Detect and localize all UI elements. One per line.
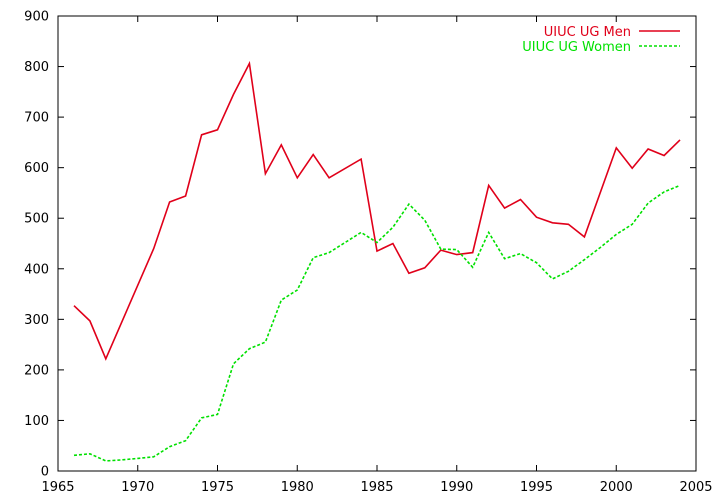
y-tick-label: 400 — [24, 262, 49, 277]
x-tick-label: 1965 — [41, 480, 74, 495]
y-tick-label: 100 — [24, 414, 49, 429]
x-tick-label: 1995 — [520, 480, 553, 495]
x-tick-label: 1970 — [121, 480, 154, 495]
legend-label: UIUC UG Men — [544, 25, 631, 40]
y-tick-label: 200 — [24, 363, 49, 378]
y-tick-label: 900 — [24, 10, 49, 25]
x-tick-label: 2005 — [679, 480, 712, 495]
y-tick-label: 600 — [24, 161, 49, 176]
y-tick-label: 300 — [24, 313, 49, 328]
x-tick-label: 1990 — [440, 480, 473, 495]
y-tick-label: 500 — [24, 212, 49, 227]
y-tick-label: 800 — [24, 60, 49, 75]
x-tick-label: 1980 — [281, 480, 314, 495]
series-line-men — [73, 60, 681, 361]
plot-frame — [57, 15, 697, 472]
x-tick-label: 2000 — [600, 480, 633, 495]
x-tick-label: 1985 — [360, 480, 393, 495]
y-tick-label: 0 — [41, 465, 49, 480]
axes: 1965 1970 1975 1980 1985 1990 1995 2000 2005 0 100… — [24, 10, 712, 496]
legend-label: UIUC UG Women — [522, 40, 631, 55]
y-tick-label: 700 — [24, 111, 49, 126]
series-layer — [73, 60, 681, 462]
series-line-women — [73, 184, 681, 462]
x-tick-label: 1975 — [201, 480, 234, 495]
